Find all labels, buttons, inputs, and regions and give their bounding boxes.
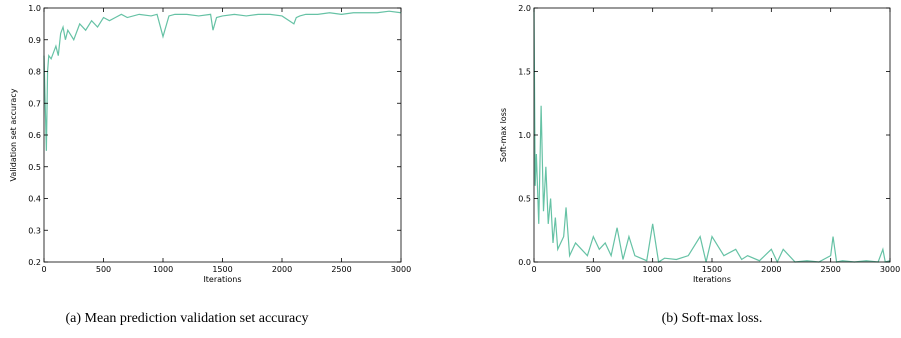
y-tick-label: 2.0: [518, 4, 531, 13]
x-tick-label: 0: [531, 265, 536, 274]
y-tick-label: 1.0: [28, 4, 41, 13]
x-tick-label: 2000: [272, 265, 292, 274]
y-tick-label: 0.0: [518, 258, 531, 267]
x-tick-label: 2500: [820, 265, 840, 274]
data-line: [533, 7, 891, 264]
y-tick-label: 0.2: [28, 258, 41, 267]
y-tick-label: 0.5: [518, 195, 531, 204]
caption: (a) Mean prediction validation set accur…: [66, 311, 309, 326]
x-tick-label: 1500: [212, 265, 232, 274]
y-tick-label: 0.9: [28, 36, 41, 45]
y-tick-label: 0.6: [28, 131, 41, 140]
x-axis-label: Iterations: [693, 275, 731, 284]
y-axis-label: Validation set accuracy: [9, 88, 18, 181]
y-tick-label: 1.0: [518, 131, 531, 140]
y-tick-label: 0.4: [28, 195, 41, 204]
x-axis-label: Iterations: [203, 275, 241, 284]
x-tick-label: 500: [96, 265, 111, 274]
y-tick-label: 1.5: [518, 68, 531, 77]
x-tick-label: 3000: [391, 265, 411, 274]
x-tick-label: 500: [586, 265, 601, 274]
x-tick-label: 3000: [880, 265, 900, 274]
y-tick-label: 0.7: [28, 99, 41, 108]
data-line: [43, 10, 402, 151]
x-tick-label: 0: [41, 265, 46, 274]
y-tick-label: 0.3: [28, 226, 41, 235]
y-tick-label: 0.5: [28, 163, 41, 172]
axes-frame: [533, 7, 891, 263]
y-tick-label: 0.8: [28, 68, 41, 77]
y-axis-label: Soft-max loss: [499, 108, 508, 162]
x-tick-label: 2000: [761, 265, 781, 274]
x-tick-label: 1000: [153, 265, 173, 274]
x-tick-label: 2500: [331, 265, 351, 274]
x-tick-label: 1000: [642, 265, 662, 274]
x-tick-label: 1500: [702, 265, 722, 274]
caption: (b) Soft-max loss.: [662, 311, 763, 326]
axes-frame: [43, 7, 402, 263]
